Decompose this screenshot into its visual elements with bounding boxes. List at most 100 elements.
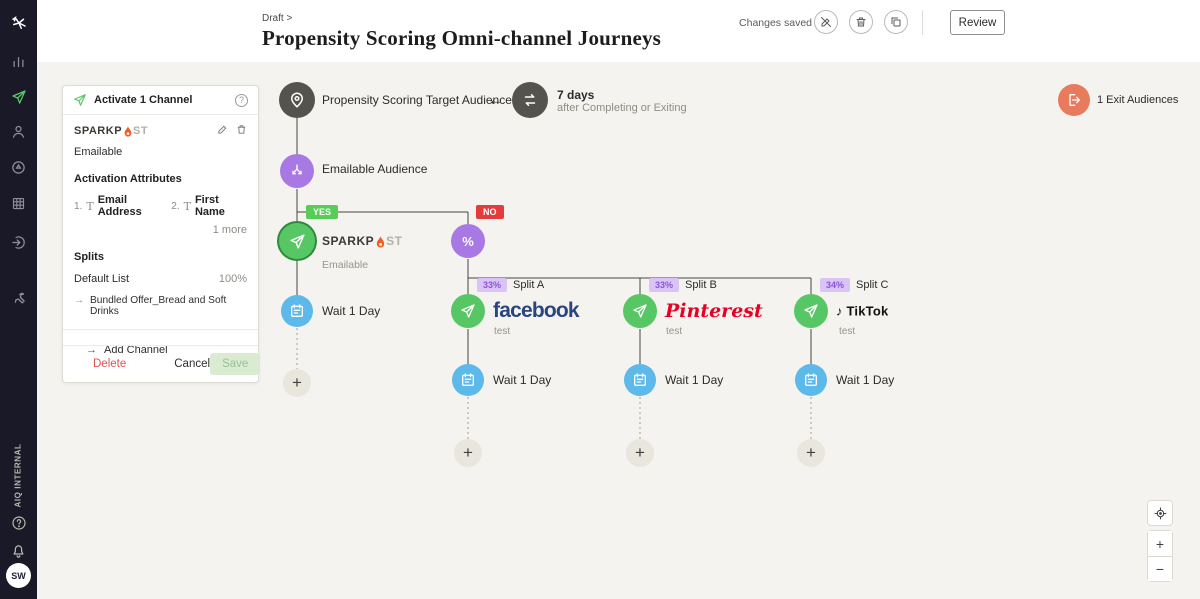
arrow-right-icon: → bbox=[86, 344, 97, 356]
panel-divider bbox=[63, 329, 258, 330]
help-icon[interactable] bbox=[0, 508, 37, 538]
wait-label-3: Wait 1 Day bbox=[665, 373, 724, 387]
edit-channel-icon[interactable] bbox=[217, 124, 228, 138]
exit-audiences-label: 1 Exit Audiences bbox=[1097, 94, 1179, 106]
zoom-out-button[interactable]: − bbox=[1147, 556, 1173, 582]
schedule-icon[interactable] bbox=[0, 152, 37, 182]
pinterest-sublabel: test bbox=[666, 326, 683, 337]
tables-icon[interactable] bbox=[0, 188, 37, 218]
split-a-pct-badge: 33% bbox=[477, 278, 508, 292]
duplicate-journey-icon[interactable] bbox=[884, 10, 908, 34]
more-attributes-link[interactable]: 1 more bbox=[212, 224, 247, 236]
notifications-bell-icon[interactable] bbox=[0, 536, 37, 566]
review-button[interactable]: Review bbox=[950, 10, 1005, 35]
pinterest-channel-node[interactable] bbox=[623, 294, 657, 328]
sparkpost-channel-node[interactable] bbox=[279, 223, 315, 259]
split-c-tag: 34% Split C bbox=[820, 278, 888, 292]
cancel-button[interactable]: Cancel bbox=[174, 358, 211, 370]
split-row: Default List 100% bbox=[74, 273, 247, 285]
data-in-icon[interactable] bbox=[0, 227, 37, 257]
no-branch-badge: NO bbox=[476, 205, 504, 219]
wait-label-2: Wait 1 Day bbox=[493, 373, 552, 387]
panel-footer: Delete Cancel Save bbox=[63, 345, 261, 382]
entry-audience-label: Propensity Scoring Target Audience bbox=[322, 93, 512, 107]
analytics-icon[interactable] bbox=[0, 46, 37, 76]
sparkpost-node-sublabel: Emailable bbox=[322, 259, 369, 271]
arrow-right-icon: → bbox=[74, 295, 84, 306]
wait-node-2[interactable] bbox=[452, 364, 484, 396]
wait-label-4: Wait 1 Day bbox=[836, 373, 895, 387]
collapse-arrow[interactable]: ← bbox=[487, 90, 505, 109]
delete-journey-icon[interactable] bbox=[849, 10, 873, 34]
split-list-name: Default List bbox=[74, 273, 130, 285]
recurrence-sub-label: after Completing or Exiting bbox=[557, 102, 687, 114]
split-audience-row[interactable]: → Bundled Offer_Bread and Soft Drinks bbox=[74, 295, 247, 317]
app-sidebar: AIQ INTERNAL SW bbox=[0, 0, 37, 599]
canvas-zoom-controls: + − bbox=[1147, 500, 1173, 582]
crosshair-icon bbox=[1154, 507, 1166, 519]
activate-channel-icon bbox=[74, 94, 86, 106]
tiktok-note-icon: ♪ bbox=[836, 303, 843, 319]
user-avatar[interactable]: SW bbox=[6, 563, 31, 588]
aiq-internal-label: AIQ INTERNAL bbox=[14, 442, 23, 508]
text-type-icon: T bbox=[183, 199, 191, 213]
entry-audience-node[interactable] bbox=[279, 82, 315, 118]
wait-node-1[interactable] bbox=[281, 295, 313, 327]
journeys-icon[interactable] bbox=[0, 82, 37, 112]
sparkpost-logo: SPARKP ST bbox=[322, 234, 403, 248]
audiences-icon[interactable] bbox=[0, 116, 37, 146]
add-step-button-3[interactable]: + bbox=[626, 439, 654, 467]
tiktok-logo: ♪ TikTok bbox=[836, 303, 889, 319]
panel-title: Activate 1 Channel bbox=[94, 94, 193, 106]
header-divider bbox=[922, 10, 923, 35]
page-title: Propensity Scoring Omni-channel Journeys bbox=[262, 26, 662, 50]
add-step-button-1[interactable]: + bbox=[283, 369, 311, 397]
page-header: Draft > Propensity Scoring Omni-channel … bbox=[37, 0, 1200, 62]
splits-heading: Splits bbox=[74, 251, 104, 263]
text-type-icon: T bbox=[86, 199, 94, 213]
wait-node-3[interactable] bbox=[624, 364, 656, 396]
panel-channel-name: Emailable bbox=[74, 146, 123, 158]
branch-audience-node[interactable] bbox=[280, 154, 314, 188]
activate-channel-panel: Activate 1 Channel ? SPARKP ST Emailable bbox=[62, 85, 261, 383]
split-b-pct-badge: 33% bbox=[649, 278, 680, 292]
delete-button[interactable]: Delete bbox=[93, 358, 127, 370]
facebook-logo: facebook bbox=[493, 299, 580, 322]
attributes-heading: Activation Attributes bbox=[74, 173, 182, 185]
fit-view-button[interactable] bbox=[1147, 500, 1173, 526]
attributes-row: 1. T Email Address 2. T First Name bbox=[74, 194, 225, 218]
wait-node-4[interactable] bbox=[795, 364, 827, 396]
add-step-button-2[interactable]: + bbox=[454, 439, 482, 467]
add-step-button-4[interactable]: + bbox=[797, 439, 825, 467]
percent-split-node[interactable]: % bbox=[451, 224, 485, 258]
recurrence-node[interactable] bbox=[512, 82, 548, 118]
wait-label-1: Wait 1 Day bbox=[322, 304, 381, 318]
panel-sparkpost-logo: SPARKP ST bbox=[74, 125, 149, 137]
tools-icon[interactable] bbox=[0, 283, 37, 313]
branch-audience-label: Emailable Audience bbox=[322, 162, 428, 176]
add-channel-button[interactable]: → Add Channel bbox=[86, 344, 168, 356]
facebook-channel-node[interactable] bbox=[451, 294, 485, 328]
split-percentage: 100% bbox=[218, 273, 247, 285]
yes-branch-badge: YES bbox=[306, 205, 339, 219]
split-c-pct-badge: 34% bbox=[820, 278, 851, 292]
split-a-tag: 33% Split A bbox=[477, 278, 544, 292]
breadcrumb[interactable]: Draft > bbox=[262, 13, 293, 24]
save-button[interactable]: Save bbox=[210, 353, 261, 375]
panel-header: Activate 1 Channel ? bbox=[63, 86, 258, 115]
changes-saved-status: Changes saved bbox=[739, 17, 812, 29]
panel-help-icon[interactable]: ? bbox=[235, 93, 248, 107]
tiktok-sublabel: test bbox=[839, 326, 856, 337]
exit-audiences-node[interactable] bbox=[1058, 84, 1090, 116]
split-b-tag: 33% Split B bbox=[649, 278, 717, 292]
edit-off-icon[interactable] bbox=[814, 10, 838, 34]
aiq-logo-icon[interactable] bbox=[0, 8, 37, 38]
remove-channel-icon[interactable] bbox=[236, 124, 247, 138]
pinterest-logo: Pinterest bbox=[665, 300, 763, 322]
tiktok-channel-node[interactable] bbox=[794, 294, 828, 328]
sparkpost-flame-icon bbox=[124, 126, 131, 137]
zoom-in-button[interactable]: + bbox=[1147, 530, 1173, 556]
facebook-sublabel: test bbox=[494, 326, 511, 337]
split-audience-name: Bundled Offer_Bread and Soft Drinks bbox=[90, 295, 227, 317]
